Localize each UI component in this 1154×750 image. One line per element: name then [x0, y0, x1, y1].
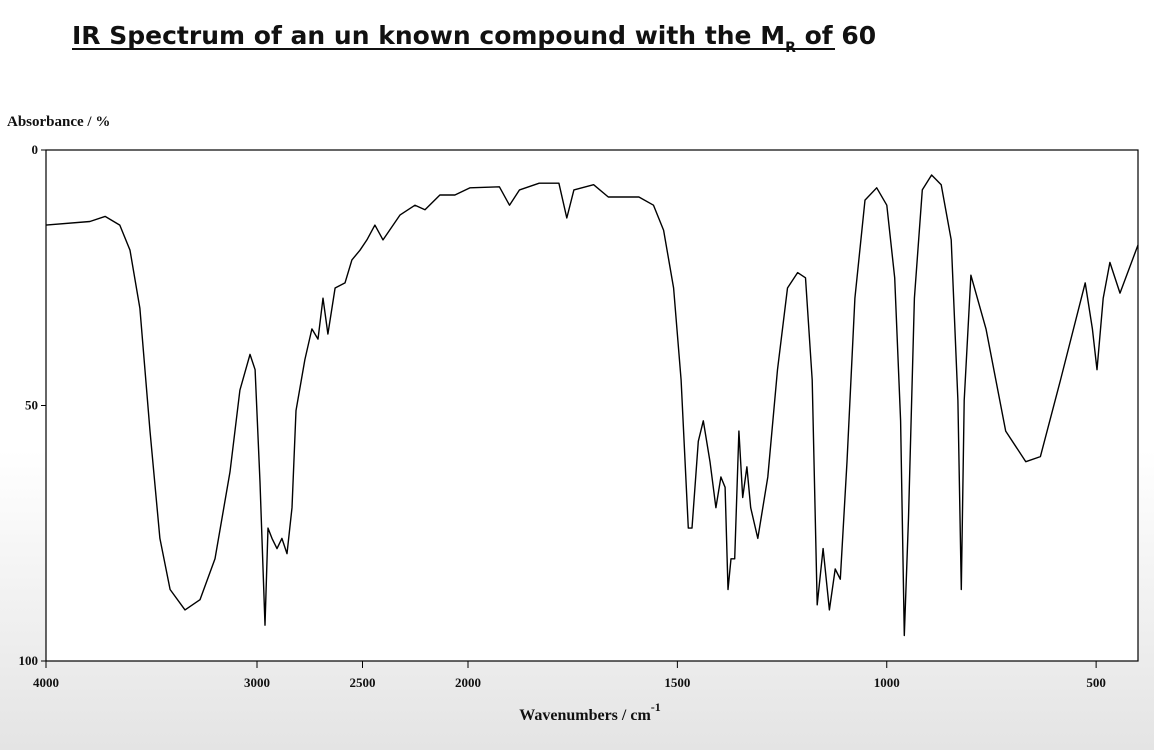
title-tail: of 60: [796, 21, 876, 50]
title-main: IR Spectrum of an un known compound with…: [72, 21, 785, 50]
x-tick-label: 1500: [664, 675, 690, 690]
x-tick-label: 500: [1086, 675, 1106, 690]
x-tick-label: 2500: [350, 675, 376, 690]
x-axis-label: Wavenumbers / cm-1: [519, 700, 661, 724]
y-tick-label: 100: [19, 653, 39, 668]
x-tick-label: 3000: [244, 675, 270, 690]
y-tick-label: 50: [25, 398, 38, 413]
plot-area: [45, 149, 1139, 662]
x-label-superscript: -1: [651, 700, 661, 714]
x-tick-label: 1000: [874, 675, 900, 690]
x-tick-label: 2000: [455, 675, 481, 690]
spectrum-line: [45, 174, 1139, 637]
x-label-main: Wavenumbers / cm: [519, 707, 651, 724]
x-tick-label: 4000: [33, 675, 59, 690]
y-tick-label: 0: [32, 142, 39, 157]
chart-title: IR Spectrum of an un known compound with…: [72, 21, 876, 56]
y-axis-label: Absorbance / %: [7, 114, 110, 130]
